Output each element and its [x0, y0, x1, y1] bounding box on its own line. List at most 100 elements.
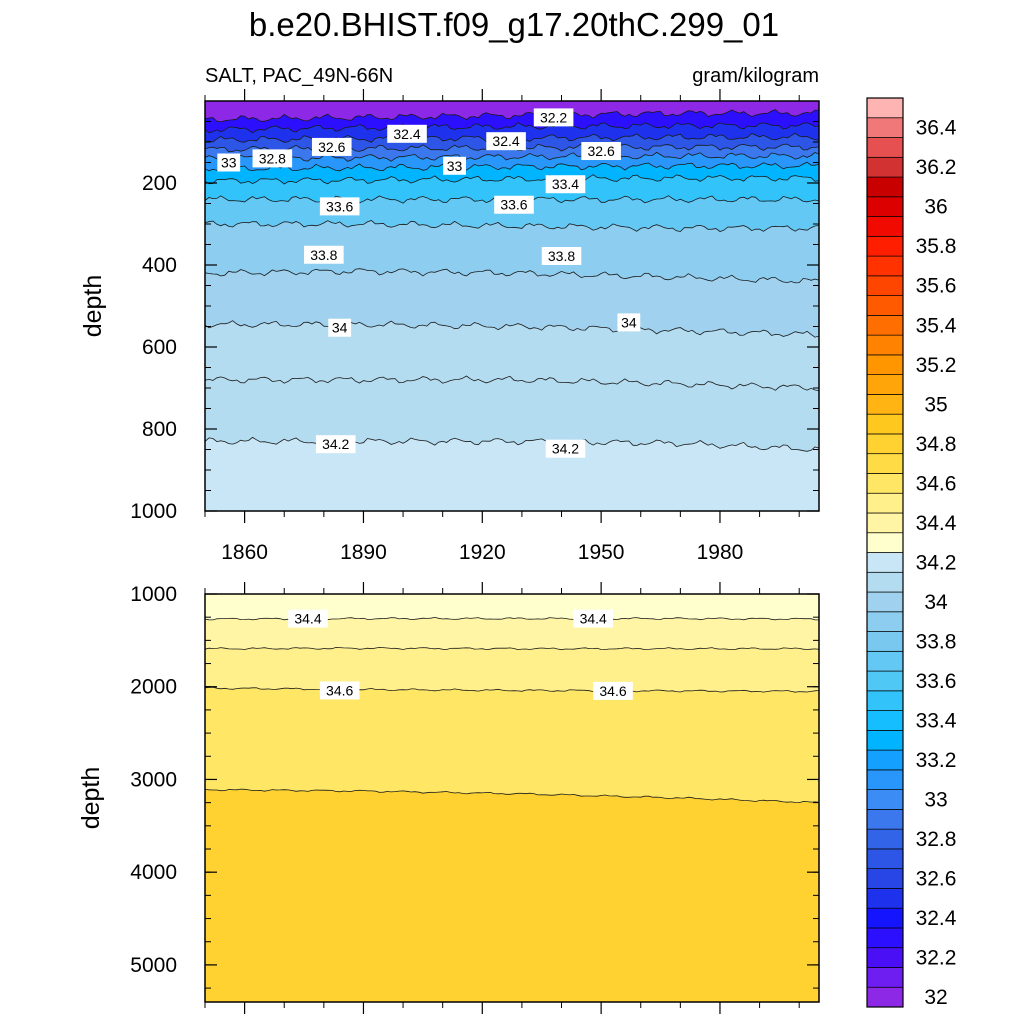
colorbar-swatch: [866, 334, 904, 356]
colorbar-swatch: [866, 196, 904, 217]
colorbar-tick-label: 35.6: [916, 275, 957, 298]
colorbar-tick-label: 35.2: [916, 354, 957, 377]
upper-contour-label: 32.4: [387, 124, 427, 143]
contour-label-text: 32.4: [492, 133, 519, 149]
upper-y-tick-label: 400: [142, 254, 177, 277]
colorbar-swatch: [866, 848, 904, 870]
x-tick-label: 1950: [578, 541, 625, 564]
upper-contour-line-32.2: [205, 109, 819, 123]
lower-y-tick-label: 3000: [130, 768, 177, 791]
chart-title: b.e20.BHIST.f09_g17.20thC.299_01: [249, 6, 779, 43]
upper-y-tick-label: 200: [142, 172, 177, 195]
lower-contour-labels: 34.4 34.4 34.6 34.6: [288, 609, 633, 700]
upper-contour-line-34.15: [205, 375, 819, 391]
colorbar-tick-label: 36.4: [916, 117, 957, 140]
contour-label-text: 32.6: [318, 139, 345, 155]
colorbar-tick-label: 32.6: [916, 868, 957, 891]
upper-contour-label: 33.8: [304, 245, 344, 264]
colorbar-swatch: [866, 532, 904, 553]
upper-contour-line-33.2: [205, 161, 819, 172]
contour-label-box: [443, 156, 466, 175]
colorbar-swatch: [866, 156, 904, 178]
lower-band-34.4: [205, 594, 819, 620]
colorbar-swatch: [866, 552, 904, 573]
colorbar-swatch: [866, 967, 904, 988]
lower-contour-fill: [205, 594, 819, 1002]
upper-contour-line-32.4: [205, 121, 819, 134]
contour-label-text: 34.2: [322, 436, 349, 452]
colorbar-swatch: [866, 809, 904, 830]
contour-label-box: [486, 132, 526, 151]
contour-label-text: 34.6: [599, 683, 626, 699]
colorbar-swatch: [866, 394, 904, 415]
upper-contour-label: 32.4: [486, 132, 526, 151]
x-tick-label: 1920: [459, 541, 506, 564]
lower-plot-frame: [204, 593, 820, 1003]
upper-contour-line-33: [205, 151, 819, 162]
contour-label-text: 32.6: [588, 143, 615, 159]
upper-contour-label: 34: [617, 313, 641, 332]
contour-label-box: [387, 124, 427, 143]
upper-contour-line-33.4: [205, 174, 819, 185]
upper-contour-line-34.1: [205, 320, 819, 338]
colorbar-tick-label: 32.8: [916, 828, 957, 851]
upper-contour-line-34.2: [205, 436, 819, 452]
colorbar-tick-label: 34.2: [916, 551, 957, 574]
colorbar: 32 32.2 32.4 32.6 32.8 33 33.2 33.4 33.6 33.8 34 34…: [866, 97, 957, 1009]
upper-contour-label: 34: [328, 318, 352, 337]
colorbar-swatch: [866, 117, 904, 138]
contour-label-text: 33.8: [548, 248, 575, 264]
colorbar-swatch: [866, 749, 904, 771]
contour-label-box: [545, 439, 586, 458]
contour-label-box: [252, 149, 293, 168]
contour-label-box: [581, 142, 621, 161]
colorbar-swatch: [866, 729, 904, 751]
contour-label-text: 34.4: [294, 611, 321, 627]
variable-label: SALT, PAC_49N-66N: [205, 65, 393, 87]
colorbar-swatch: [866, 97, 904, 119]
contour-label-text: 33.8: [310, 247, 337, 263]
x-tick-label: 1890: [340, 541, 387, 564]
contour-label-text: 32.4: [393, 126, 420, 142]
upper-contour-label: 33.6: [319, 197, 360, 216]
colorbar-swatch: [866, 492, 904, 514]
lower-contour-label: 34.6: [593, 681, 633, 700]
contour-label-text: 32.2: [540, 109, 567, 125]
lower-y-tick-label: 4000: [130, 861, 177, 884]
colorbar-swatch: [866, 571, 904, 593]
lower-panel: 34.4 34.4 34.6 34.6 1000 2000 3000 4000 5000 de…: [77, 582, 820, 1014]
upper-band-surface: [205, 101, 819, 110]
colorbar-swatch: [866, 216, 904, 237]
x-tick-label: 1860: [221, 541, 268, 564]
colorbar-swatch: [866, 255, 904, 277]
colorbar-swatch: [866, 275, 904, 296]
upper-contour-label: 33.8: [541, 246, 582, 265]
units-label: gram/kilogram: [692, 65, 819, 87]
colorbar-swatch: [866, 927, 904, 949]
colorbar-swatch: [866, 453, 904, 474]
colorbar-swatch: [866, 473, 904, 494]
upper-contour-label: 32.6: [581, 142, 621, 161]
colorbar-swatch: [866, 512, 904, 534]
lower-y-tick-label: 5000: [130, 954, 177, 977]
lower-contour-label: 34.4: [288, 609, 328, 628]
colorbar-swatch: [866, 670, 904, 692]
contour-label-text: 34: [332, 320, 348, 336]
colorbar-swatch: [866, 868, 904, 889]
colorbar-tick-label: 36: [924, 196, 947, 219]
lower-contour-label: 34.4: [573, 609, 614, 628]
contour-label-box: [617, 313, 641, 332]
colorbar-tick-label: 33.2: [916, 749, 957, 772]
colorbar-tick-label: 33.4: [916, 709, 957, 732]
lower-y-tick-label: 1000: [130, 583, 177, 606]
contour-label-box: [494, 195, 534, 214]
lower-contour-line-34.6: [205, 686, 819, 693]
x-tick-label: 1980: [697, 541, 744, 564]
upper-axes: 200 400 600 800 1000 1860 1890 1920 1950 1980: [130, 89, 819, 564]
colorbar-swatch: [866, 354, 904, 376]
colorbar-swatch: [866, 690, 904, 711]
contour-label-text: 34.4: [580, 611, 607, 627]
colorbar-swatch: [866, 907, 904, 929]
contour-label-box: [541, 246, 582, 265]
